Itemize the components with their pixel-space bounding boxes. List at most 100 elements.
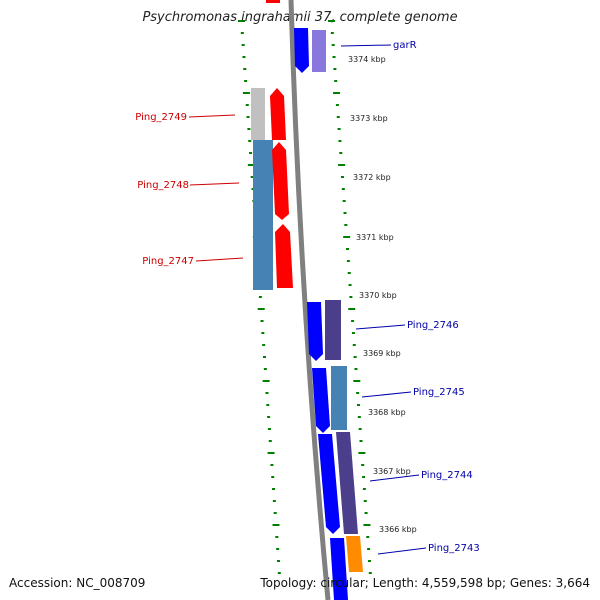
tick-mark xyxy=(351,320,355,322)
gene-arrow-red[interactable] xyxy=(272,142,289,220)
tick-mark xyxy=(358,428,362,430)
tick-mark xyxy=(257,308,265,310)
tick-mark xyxy=(344,224,348,226)
tick-mark xyxy=(356,404,360,406)
tick-mark xyxy=(347,272,351,274)
tick-mark xyxy=(262,344,266,346)
tick-mark xyxy=(366,536,370,538)
tick-mark xyxy=(337,128,341,130)
tick-mark xyxy=(341,188,345,190)
tick-mark xyxy=(354,368,358,370)
tick-mark xyxy=(339,152,343,154)
tick-mark xyxy=(343,236,351,238)
tick-mark xyxy=(275,536,279,538)
tick-mark xyxy=(338,164,346,166)
tick-mark xyxy=(247,164,255,166)
tick-mark xyxy=(334,80,338,82)
tick-mark xyxy=(348,308,356,310)
tick-mark xyxy=(349,296,353,298)
scale-label: 3374 kbp xyxy=(348,55,386,64)
scale-label: 3367 kbp xyxy=(373,467,411,476)
gene-block-purple[interactable] xyxy=(325,300,341,360)
tick-mark xyxy=(351,332,355,334)
tick-mark xyxy=(263,356,267,358)
gene-label-ping-2743[interactable]: Ping_2743 xyxy=(428,543,480,554)
gene-track xyxy=(251,0,363,600)
tick-mark xyxy=(363,524,371,526)
tick-mark xyxy=(270,464,274,466)
tick-mark xyxy=(272,500,276,502)
tick-mark xyxy=(356,392,360,394)
tick-mark xyxy=(357,416,361,418)
gene-labels: garR Ping_2749 Ping_2748 Ping_2747 Ping_… xyxy=(135,40,479,554)
scale-label: 3369 kbp xyxy=(363,349,401,358)
tick-mark xyxy=(328,20,335,22)
tick-mark xyxy=(363,500,367,502)
tick-mark xyxy=(240,32,244,34)
tick-mark xyxy=(242,92,250,94)
tick-mark xyxy=(246,116,250,118)
tick-mark xyxy=(241,44,245,46)
map-title: Psychromonas ingrahamii 37, complete gen… xyxy=(142,10,458,25)
gene-block-purple[interactable] xyxy=(336,432,358,534)
tick-mark xyxy=(353,356,357,358)
tick-mark xyxy=(262,380,270,382)
tick-mark xyxy=(332,56,336,58)
tick-mark xyxy=(260,320,264,322)
tick-mark xyxy=(352,344,356,346)
tick-mark xyxy=(331,44,335,46)
tick-mark xyxy=(261,332,265,334)
gene-label-ping-2746[interactable]: Ping_2746 xyxy=(407,320,459,331)
tick-mark xyxy=(242,56,246,58)
gene-label-ping-2748[interactable]: Ping_2748 xyxy=(137,180,189,191)
gene-block-steelblue[interactable] xyxy=(331,366,347,430)
gene-block-lavender[interactable] xyxy=(312,30,326,72)
genome-backbone xyxy=(288,0,331,600)
scale-label: 3370 kbp xyxy=(359,291,397,300)
tick-mark xyxy=(271,476,275,478)
gene-block-red[interactable] xyxy=(266,0,280,3)
tick-mark xyxy=(265,392,269,394)
tick-mark xyxy=(276,548,280,550)
gene-arrow-red[interactable] xyxy=(270,88,286,140)
scale-label: 3373 kbp xyxy=(350,114,388,123)
scale-labels: 3374 kbp 3373 kbp 3372 kbp 3371 kbp 3370… xyxy=(348,55,417,534)
tick-mark xyxy=(342,200,346,202)
gene-label-ping-2749[interactable]: Ping_2749 xyxy=(135,112,187,123)
gene-block-orange[interactable] xyxy=(346,536,363,572)
tick-mark xyxy=(338,140,342,142)
tick-mark xyxy=(268,440,272,442)
tick-mark xyxy=(272,488,276,490)
gene-label-ping-2745[interactable]: Ping_2745 xyxy=(413,387,465,398)
gene-block-steelblue[interactable] xyxy=(253,140,273,290)
gene-arrow-blue[interactable] xyxy=(330,538,348,600)
right-tick-ring xyxy=(328,20,372,574)
tick-mark xyxy=(343,212,347,214)
tick-mark xyxy=(362,488,366,490)
gene-arrow-blue[interactable] xyxy=(312,368,330,433)
gene-arrow-blue[interactable] xyxy=(307,302,323,361)
gene-label-garR[interactable]: garR xyxy=(393,40,417,51)
accession-info: Accession: NC_008709 xyxy=(9,576,146,590)
gene-arrow-red[interactable] xyxy=(275,224,293,288)
tick-mark xyxy=(258,296,262,298)
tick-mark xyxy=(263,368,267,370)
tick-mark xyxy=(267,416,271,418)
tick-mark xyxy=(346,260,350,262)
topology-info: Topology: circular; Length: 4,559,598 bp… xyxy=(260,576,590,590)
tick-mark xyxy=(368,572,372,574)
tick-mark xyxy=(272,524,280,526)
tick-mark xyxy=(267,452,275,454)
tick-mark xyxy=(361,464,365,466)
gene-label-ping-2747[interactable]: Ping_2747 xyxy=(142,256,194,267)
gene-block-gray[interactable] xyxy=(251,88,265,140)
tick-mark xyxy=(243,68,247,70)
tick-mark xyxy=(340,176,344,178)
gene-arrow-blue[interactable] xyxy=(294,28,309,73)
tick-mark xyxy=(267,428,271,430)
gene-arrow-blue[interactable] xyxy=(318,434,340,534)
tick-mark xyxy=(362,476,366,478)
tick-mark xyxy=(250,176,254,178)
tick-mark xyxy=(358,452,366,454)
gene-label-ping-2744[interactable]: Ping_2744 xyxy=(421,470,473,481)
